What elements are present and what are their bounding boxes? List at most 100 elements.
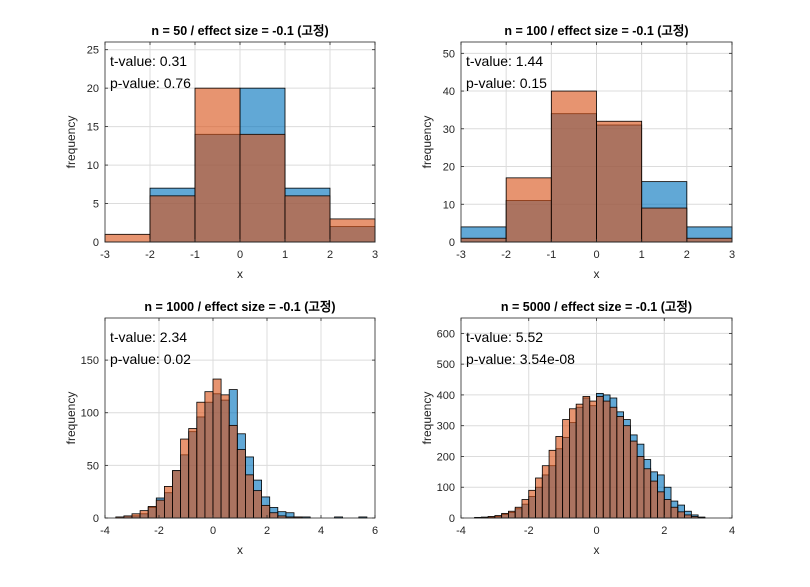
bar-orange bbox=[642, 208, 687, 242]
y-tick-label: 50 bbox=[443, 48, 455, 60]
y-tick-label: 40 bbox=[443, 86, 455, 98]
bar-orange bbox=[687, 238, 732, 242]
x-tick-label: -4 bbox=[100, 525, 110, 537]
y-tick-label: 5 bbox=[93, 199, 99, 211]
y-tick-label: 10 bbox=[443, 199, 455, 211]
y-tick-label: 20 bbox=[443, 162, 455, 174]
bar-orange bbox=[237, 450, 245, 518]
bar-orange bbox=[569, 409, 576, 518]
x-tick-label: -2 bbox=[524, 525, 534, 537]
x-tick-label: 3 bbox=[729, 249, 735, 261]
x-tick-label: 2 bbox=[684, 249, 690, 261]
p-value-annotation: p-value: 0.15 bbox=[466, 75, 547, 91]
y-axis-label: frequency bbox=[64, 116, 78, 169]
x-tick-label: 2 bbox=[264, 525, 270, 537]
x-axis-label: x bbox=[594, 267, 600, 281]
bar-orange bbox=[617, 416, 624, 518]
t-value-annotation: t-value: 2.34 bbox=[110, 329, 187, 345]
bar-orange bbox=[189, 429, 197, 518]
bar-orange bbox=[630, 441, 637, 518]
x-tick-label: 4 bbox=[318, 525, 324, 537]
x-tick-label: -1 bbox=[546, 249, 556, 261]
bar-orange bbox=[229, 425, 237, 518]
y-tick-label: 300 bbox=[437, 421, 455, 433]
x-tick-label: 4 bbox=[729, 525, 735, 537]
x-tick-label: 3 bbox=[372, 249, 378, 261]
t-value-annotation: t-value: 0.31 bbox=[110, 53, 187, 69]
y-tick-label: 0 bbox=[93, 513, 99, 525]
y-tick-label: 0 bbox=[93, 237, 99, 249]
bar-orange bbox=[508, 511, 515, 518]
bar-orange bbox=[197, 402, 205, 518]
chart-title: n = 100 / effect size = -0.1 (고정) bbox=[504, 23, 688, 38]
bar-orange bbox=[502, 513, 509, 518]
bar-orange bbox=[563, 420, 570, 518]
bar-orange bbox=[254, 491, 262, 518]
bar-orange bbox=[156, 500, 164, 518]
bar-orange bbox=[549, 450, 556, 518]
bar-orange bbox=[583, 396, 590, 518]
bar-orange bbox=[657, 492, 664, 518]
bar-orange bbox=[664, 500, 671, 518]
bar-orange bbox=[542, 466, 549, 518]
bar-orange bbox=[205, 392, 213, 518]
x-tick-label: -2 bbox=[501, 249, 511, 261]
bar-orange bbox=[637, 456, 644, 518]
y-tick-label: 500 bbox=[437, 359, 455, 371]
bar-orange bbox=[173, 471, 181, 518]
bar-orange bbox=[506, 178, 551, 242]
x-axis-label: x bbox=[237, 543, 243, 557]
chart-title: n = 50 / effect size = -0.1 (고정) bbox=[151, 23, 328, 38]
bar-orange bbox=[551, 91, 596, 242]
bar-orange bbox=[181, 439, 189, 518]
y-tick-label: 100 bbox=[81, 408, 99, 420]
x-tick-label: 2 bbox=[661, 525, 667, 537]
bar-orange bbox=[164, 486, 172, 518]
chart-title: n = 5000 / effect size = -0.1 (고정) bbox=[501, 299, 692, 314]
bar-orange bbox=[610, 407, 617, 518]
y-axis-label: frequency bbox=[420, 116, 434, 169]
x-tick-label: 0 bbox=[237, 249, 243, 261]
x-tick-label: 0 bbox=[210, 525, 216, 537]
bar-orange bbox=[522, 500, 529, 518]
bar-orange bbox=[576, 404, 583, 518]
x-axis-label: x bbox=[594, 543, 600, 557]
x-tick-label: -2 bbox=[154, 525, 164, 537]
bar-orange bbox=[590, 401, 597, 518]
x-tick-label: -3 bbox=[456, 249, 466, 261]
bar-orange bbox=[105, 234, 150, 242]
x-tick-label: 0 bbox=[593, 525, 599, 537]
t-value-annotation: t-value: 5.52 bbox=[466, 329, 543, 345]
y-axis-label: frequency bbox=[64, 392, 78, 445]
bar-orange bbox=[529, 490, 536, 518]
y-tick-label: 20 bbox=[87, 83, 99, 95]
bar-orange bbox=[515, 507, 522, 518]
bar-orange bbox=[270, 513, 278, 518]
x-tick-label: -1 bbox=[190, 249, 200, 261]
p-value-annotation: p-value: 0.02 bbox=[110, 351, 191, 367]
x-tick-label: 6 bbox=[372, 525, 378, 537]
bar-orange bbox=[150, 196, 195, 242]
bar-orange bbox=[624, 426, 631, 518]
bar-orange bbox=[597, 396, 604, 518]
bar-orange bbox=[678, 512, 685, 518]
y-axis-label: frequency bbox=[420, 392, 434, 445]
bar-orange bbox=[140, 511, 148, 518]
bar-orange bbox=[240, 134, 285, 242]
y-tick-label: 50 bbox=[87, 460, 99, 472]
bar-orange bbox=[132, 514, 140, 518]
p-value-annotation: p-value: 3.54e-08 bbox=[466, 351, 575, 367]
x-tick-label: -3 bbox=[100, 249, 110, 261]
x-axis-label: x bbox=[237, 267, 243, 281]
x-tick-label: 0 bbox=[593, 249, 599, 261]
p-value-annotation: p-value: 0.76 bbox=[110, 75, 191, 91]
x-tick-label: 1 bbox=[282, 249, 288, 261]
x-tick-label: -4 bbox=[456, 525, 466, 537]
y-tick-label: 15 bbox=[87, 122, 99, 134]
